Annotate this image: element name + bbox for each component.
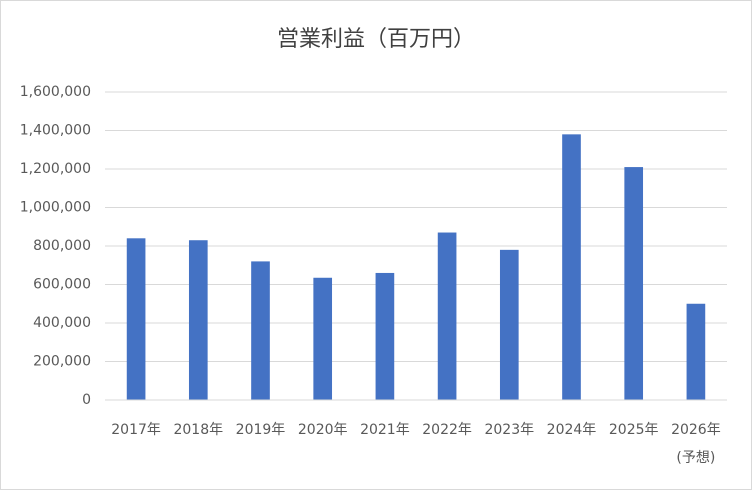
y-tick-label: 1,200,000 [20,161,91,177]
x-tick-label: 2022年 [422,422,472,438]
bar [624,167,644,400]
y-tick-label: 1,600,000 [20,84,91,100]
x-tick-label: 2021年 [360,422,410,438]
chart-title: 営業利益（百万円） [277,27,475,52]
bar [375,272,395,400]
x-tick-label: 2026年(予想) [671,422,721,466]
y-tick-label: 0 [82,392,91,408]
bar [313,277,333,400]
x-tick-label: 2018年 [173,422,223,438]
bar [251,261,270,400]
x-tick-label: 2020年 [298,422,348,438]
y-tick-label: 200,000 [33,354,91,370]
bar [126,238,146,400]
y-tick-label: 800,000 [33,238,91,254]
bar [188,240,208,400]
y-tick-label: 600,000 [33,277,91,293]
x-tick-label: 2024年 [547,422,597,438]
y-tick-label: 1,000,000 [20,200,91,216]
x-tick-label: 2017年 [111,422,161,438]
y-tick-label: 400,000 [33,315,91,331]
bar [686,303,706,400]
bar [499,249,519,400]
x-tick-label: 2019年 [236,422,286,438]
x-tick-label: 2023年 [484,422,534,438]
x-tick-label: 2025年 [609,422,659,438]
y-tick-label: 1,400,000 [20,123,91,139]
bar [437,232,457,400]
bar [562,134,581,400]
